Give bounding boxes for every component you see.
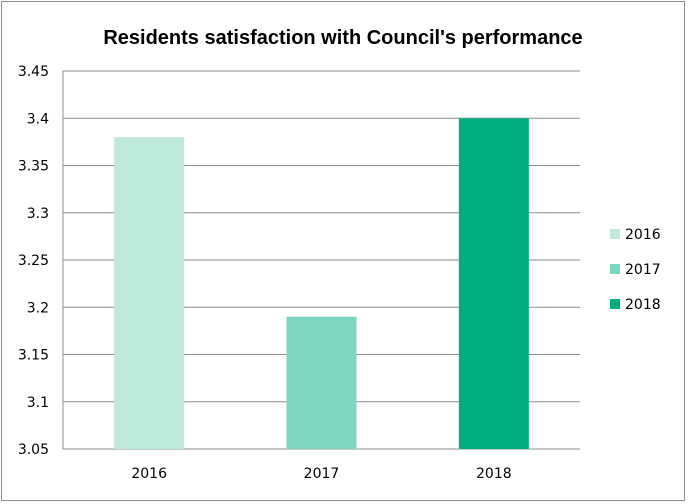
y-tick-label: 3.45	[18, 64, 49, 80]
legend-swatch-2016	[610, 229, 620, 239]
legend-label: 2017	[625, 262, 661, 278]
bar-2016	[114, 137, 185, 449]
chart-title: Residents satisfaction with Council's pe…	[103, 27, 582, 49]
y-tick-label: 3.4	[27, 111, 49, 127]
y-axis-ticks: 3.05 3.1 3.15 3.2 3.25 3.3 3.35 3.4 3.45	[18, 64, 49, 458]
legend-label: 2018	[625, 297, 661, 313]
x-axis-ticks: 2016 2017 2018	[131, 466, 511, 482]
legend: 2016 2017 2018	[610, 227, 661, 313]
y-tick-label: 3.1	[27, 395, 49, 411]
legend-swatch-2018	[610, 299, 620, 309]
y-tick-label: 3.2	[27, 300, 49, 316]
legend-swatch-2017	[610, 264, 620, 274]
bar-2017	[286, 316, 357, 449]
y-tick-label: 3.3	[27, 206, 49, 222]
bars	[114, 118, 529, 449]
y-tick-label: 3.15	[18, 348, 49, 364]
bar-2018	[458, 118, 529, 449]
y-tick-label: 3.05	[18, 442, 49, 458]
y-tick-label: 3.25	[18, 253, 49, 269]
x-tick-label: 2016	[131, 466, 167, 482]
y-tick-label: 3.35	[18, 159, 49, 175]
x-tick-label: 2018	[476, 466, 512, 482]
x-tick-label: 2017	[304, 466, 340, 482]
legend-label: 2016	[625, 227, 661, 243]
